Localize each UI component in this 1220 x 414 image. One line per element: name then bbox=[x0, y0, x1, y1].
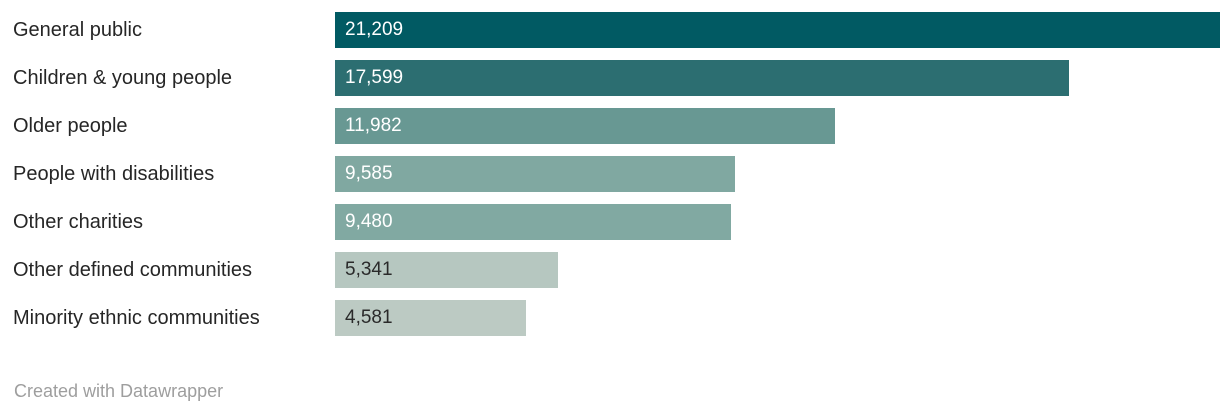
datawrapper-attribution: Created with Datawrapper bbox=[14, 381, 224, 401]
category-label: People with disabilities bbox=[13, 162, 215, 185]
bar-area: 17,599 bbox=[335, 60, 1220, 96]
bar: 9,480 bbox=[335, 204, 731, 240]
bar-area: 4,581 bbox=[335, 300, 1220, 336]
chart-row: Children & young people 17,599 bbox=[0, 48, 1220, 96]
category-label: Minority ethnic communities bbox=[13, 306, 260, 329]
value-label: 11,982 bbox=[345, 115, 402, 136]
category-label: Older people bbox=[13, 114, 128, 137]
chart-row: General public 21,209 bbox=[0, 0, 1220, 48]
chart-row: Older people 11,982 bbox=[0, 96, 1220, 144]
value-label: 21,209 bbox=[345, 19, 404, 40]
value-label: 5,341 bbox=[345, 259, 393, 280]
value-label: 17,599 bbox=[345, 67, 404, 88]
bar-area: 11,982 bbox=[335, 108, 1220, 144]
chart-row: People with disabilities 9,585 bbox=[0, 144, 1220, 192]
bar: 5,341 bbox=[335, 252, 558, 288]
category-label: General public bbox=[13, 18, 142, 41]
bar: 11,982 bbox=[335, 108, 835, 144]
value-label: 4,581 bbox=[345, 307, 393, 328]
bar-area: 9,585 bbox=[335, 156, 1220, 192]
category-label: Other defined communities bbox=[13, 258, 253, 281]
value-label: 9,585 bbox=[345, 163, 393, 184]
chart-row: Minority ethnic communities 4,581 bbox=[0, 288, 1220, 336]
chart-row: Other defined communities 5,341 bbox=[0, 240, 1220, 288]
category-label: Children & young people bbox=[13, 66, 233, 89]
chart-row: Other charities 9,480 bbox=[0, 192, 1220, 240]
bar: 17,599 bbox=[335, 60, 1070, 96]
bar-area: 5,341 bbox=[335, 252, 1220, 288]
bar: 9,585 bbox=[335, 156, 735, 192]
bar: 21,209 bbox=[335, 12, 1220, 48]
value-label: 9,480 bbox=[345, 211, 393, 232]
chart-rows: General public 21,209 Children & young p… bbox=[0, 0, 1220, 336]
bar-area: 9,480 bbox=[335, 204, 1220, 240]
bar: 4,581 bbox=[335, 300, 527, 336]
bar-area: 21,209 bbox=[335, 12, 1220, 48]
category-label: Other charities bbox=[13, 210, 144, 233]
